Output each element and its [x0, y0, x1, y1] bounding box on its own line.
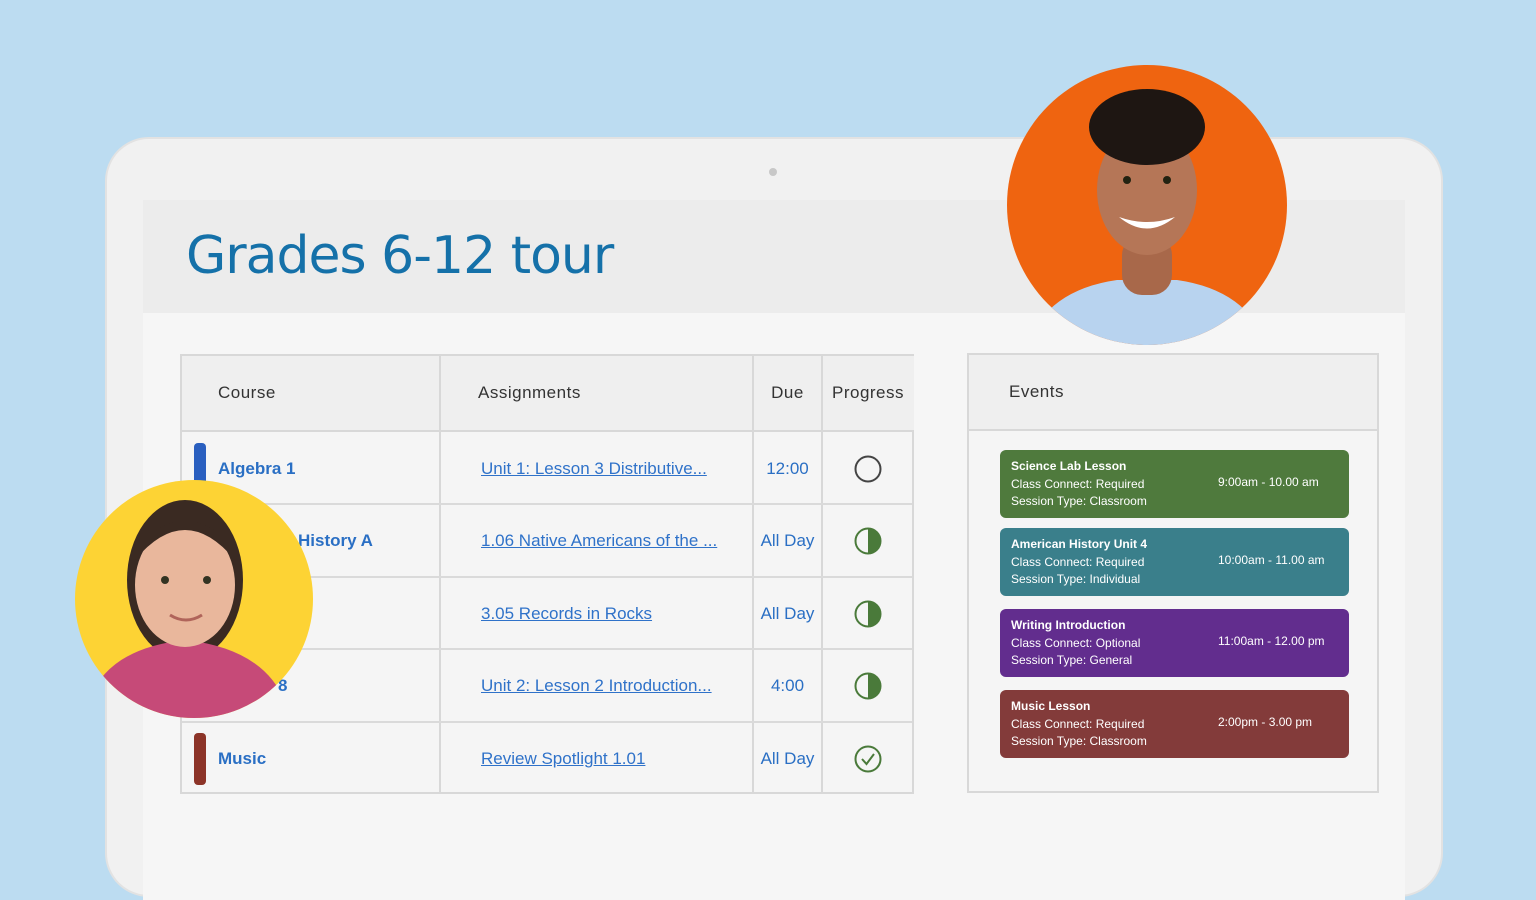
event-title: Music Lesson: [1011, 699, 1091, 713]
progress-half-icon: [822, 505, 914, 577]
assignment-link[interactable]: 3.05 Records in Rocks: [481, 604, 653, 623]
event-time: 11:00am - 12.00 pm: [1218, 634, 1325, 648]
student-avatar-boy: [1007, 65, 1287, 345]
event-time: 9:00am - 10.00 am: [1218, 475, 1319, 489]
due-time: All Day: [760, 531, 815, 550]
event-connect: Class Connect: Required: [1011, 554, 1145, 569]
course-link[interactable]: Music: [218, 749, 267, 768]
due-time: All Day: [760, 749, 815, 768]
progress-not-started-icon: [822, 433, 914, 505]
events-panel: Events Science Lab Lesson Class Connect:…: [967, 353, 1379, 793]
girl-portrait-icon: [85, 500, 290, 718]
event-connect: Class Connect: Required: [1011, 716, 1145, 731]
assignment-link[interactable]: Review Spotlight 1.01: [481, 749, 646, 768]
course-link[interactable]: 8: [278, 676, 288, 695]
due-time: 12:00: [766, 459, 809, 478]
due-time: 4:00: [770, 676, 805, 695]
assignment-link[interactable]: 1.06 Native Americans of the ...: [481, 531, 718, 550]
event-time: 10:00am - 11.00 am: [1218, 553, 1325, 567]
event-card[interactable]: Writing Introduction Class Connect: Opti…: [1000, 609, 1349, 677]
courses-table: Course Assignments Due Progress Algebra …: [180, 354, 914, 794]
progress-complete-icon: [822, 723, 914, 795]
course-color-bar: [194, 733, 206, 785]
event-session: Session Type: Classroom: [1011, 494, 1147, 508]
header-course: Course: [182, 356, 440, 432]
header-assignments: Assignments: [440, 356, 753, 432]
event-card[interactable]: Music Lesson Class Connect: Required Ses…: [1000, 690, 1349, 758]
event-connect: Class Connect: Required: [1011, 476, 1145, 491]
camera-dot: [769, 168, 777, 176]
event-card[interactable]: American History Unit 4 Class Connect: R…: [1000, 528, 1349, 596]
event-title: Writing Introduction: [1011, 618, 1126, 632]
event-time: 2:00pm - 3.00 pm: [1218, 715, 1313, 729]
events-header: Events: [969, 355, 1377, 431]
course-link[interactable]: History A: [298, 531, 373, 550]
event-card[interactable]: Science Lab Lesson Class Connect: Requir…: [1000, 450, 1349, 518]
event-title: Science Lab Lesson: [1011, 459, 1127, 473]
event-session: Session Type: Individual: [1011, 572, 1141, 586]
assignment-link[interactable]: Unit 1: Lesson 3 Distributive...: [481, 459, 707, 478]
boy-portrait-icon: [1027, 89, 1267, 345]
due-time: All Day: [760, 604, 815, 623]
progress-half-icon: [822, 578, 914, 650]
event-connect: Class Connect: Optional: [1011, 635, 1141, 650]
event-session: Session Type: General: [1011, 653, 1133, 667]
header-due: Due: [753, 356, 822, 432]
event-title: American History Unit 4: [1011, 537, 1148, 551]
course-link[interactable]: Algebra 1: [218, 459, 296, 478]
event-session: Session Type: Classroom: [1011, 734, 1147, 748]
page-title: Grades 6-12 tour: [186, 226, 614, 286]
progress-half-icon: [822, 650, 914, 722]
student-avatar-girl: [75, 480, 313, 718]
assignment-link[interactable]: Unit 2: Lesson 2 Introduction...: [481, 676, 712, 695]
header-progress: Progress: [822, 356, 914, 432]
